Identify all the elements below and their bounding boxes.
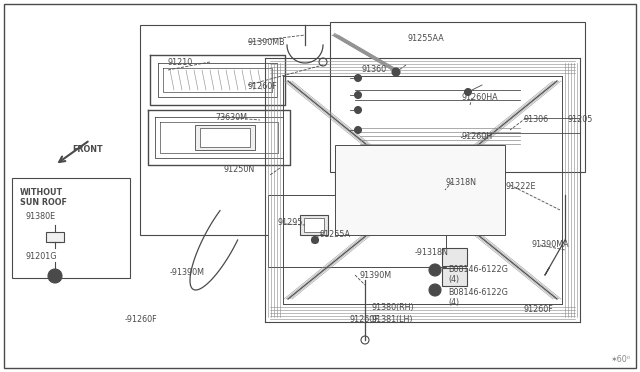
Bar xyxy=(12,178,130,278)
Text: 91260H: 91260H xyxy=(462,132,493,141)
Bar xyxy=(335,145,505,235)
Text: 91390MB: 91390MB xyxy=(248,38,285,47)
Text: 91360: 91360 xyxy=(362,65,387,74)
Circle shape xyxy=(355,92,362,99)
Text: 91380E: 91380E xyxy=(25,212,55,221)
Text: 91205: 91205 xyxy=(568,115,593,124)
Circle shape xyxy=(48,269,62,283)
Text: B: B xyxy=(433,267,438,273)
Bar xyxy=(300,215,328,235)
Text: B08146-6122G
(4): B08146-6122G (4) xyxy=(448,288,508,307)
Text: 91390MA: 91390MA xyxy=(532,240,570,249)
Bar xyxy=(442,248,467,266)
Bar xyxy=(442,268,467,286)
Text: 91255AA: 91255AA xyxy=(408,34,445,43)
Circle shape xyxy=(355,106,362,113)
Text: WITHOUT
SUN ROOF: WITHOUT SUN ROOF xyxy=(20,188,67,208)
Bar xyxy=(200,128,250,147)
Text: -91260F: -91260F xyxy=(125,315,157,324)
Circle shape xyxy=(312,237,319,244)
Text: 91380(RH): 91380(RH) xyxy=(372,303,415,312)
Text: 91381(LH): 91381(LH) xyxy=(372,315,413,324)
Text: 91260F: 91260F xyxy=(248,82,278,91)
Text: 91260F: 91260F xyxy=(350,315,380,324)
Circle shape xyxy=(355,74,362,81)
Text: FRONT: FRONT xyxy=(72,145,102,154)
Text: -91318N: -91318N xyxy=(415,248,449,257)
Circle shape xyxy=(429,284,441,296)
Text: 91306: 91306 xyxy=(524,115,549,124)
Text: 91318N: 91318N xyxy=(445,178,476,187)
Text: 91390M: 91390M xyxy=(360,271,392,280)
Text: 91201G: 91201G xyxy=(25,252,56,261)
Text: 91260HA: 91260HA xyxy=(462,93,499,102)
Text: 91250N: 91250N xyxy=(224,165,255,174)
Circle shape xyxy=(465,89,472,96)
Bar xyxy=(330,22,585,172)
Text: 91255A: 91255A xyxy=(320,230,351,239)
Text: 91222E: 91222E xyxy=(505,182,536,191)
Bar xyxy=(195,125,255,150)
Text: B08146-6122G
(4): B08146-6122G (4) xyxy=(448,265,508,285)
Text: 73630M: 73630M xyxy=(215,113,247,122)
Bar xyxy=(268,195,446,267)
Circle shape xyxy=(355,126,362,134)
Circle shape xyxy=(429,264,441,276)
Text: B: B xyxy=(433,287,438,293)
Bar xyxy=(46,232,64,242)
Text: 91260F: 91260F xyxy=(524,305,554,314)
Text: ✶60⁰: ✶60⁰ xyxy=(610,355,630,364)
Text: -91390M: -91390M xyxy=(170,268,205,277)
Circle shape xyxy=(392,68,400,76)
Text: 91210: 91210 xyxy=(168,58,193,67)
Bar xyxy=(304,218,324,232)
Bar xyxy=(140,25,335,235)
Text: 91295: 91295 xyxy=(278,218,303,227)
